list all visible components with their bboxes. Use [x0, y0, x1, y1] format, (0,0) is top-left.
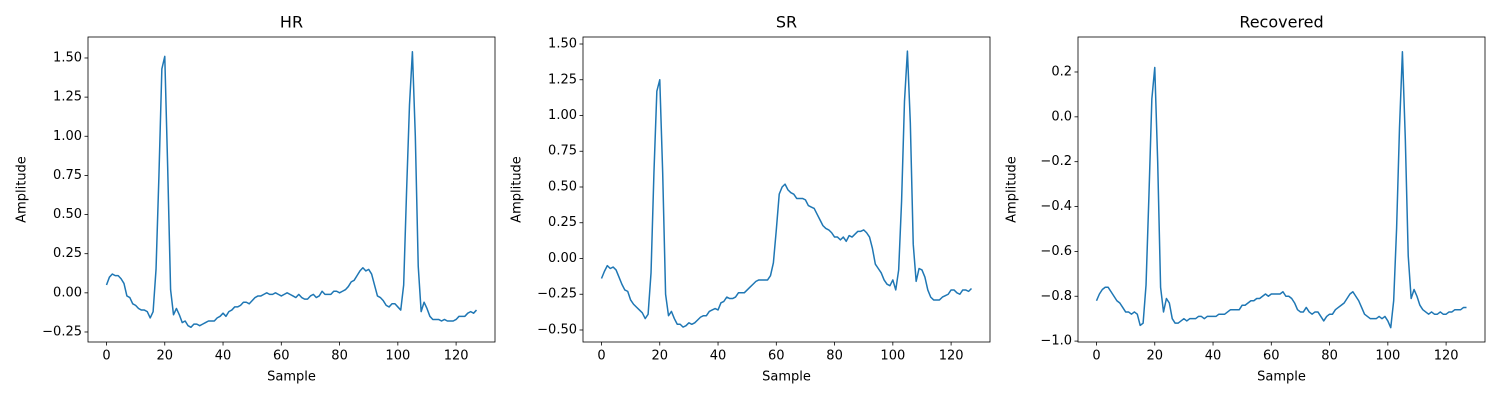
x-tick-label: 80 [1321, 349, 1338, 364]
y-tick-label: 0.00 [548, 251, 577, 266]
y-tick-label: 0.00 [53, 285, 82, 300]
y-tick-label: 0.2 [1051, 64, 1072, 79]
x-tick-label: 40 [1205, 349, 1222, 364]
x-tick-label: 20 [651, 349, 668, 364]
axes-frame [87, 36, 496, 343]
y-tick-label: 0.25 [53, 246, 82, 261]
y-tick-label: 0.0 [1051, 109, 1072, 124]
chart-title: SR [776, 13, 797, 32]
y-axis-label: Amplitude [1005, 156, 1020, 223]
axes-frame [1077, 36, 1486, 343]
x-tick-label: 100 [385, 349, 410, 364]
x-tick-label: 80 [826, 349, 843, 364]
y-tick-label: −0.4 [1040, 199, 1072, 214]
x-axis-label: Sample [1257, 370, 1306, 385]
y-axis-label: Amplitude [15, 156, 30, 223]
y-tick-label: 0.25 [548, 215, 577, 230]
x-tick-label: 0 [597, 349, 605, 364]
y-tick-label: −0.25 [537, 287, 577, 302]
data-line [600, 50, 973, 328]
x-tick-label: 40 [710, 349, 727, 364]
x-tick-label: 120 [1434, 349, 1459, 364]
y-tick-label: 0.75 [548, 144, 577, 159]
y-tick-label: 0.75 [53, 168, 82, 183]
y-tick-label: 1.00 [548, 108, 577, 123]
x-axis-label: Sample [267, 370, 316, 385]
y-tick-label: −0.2 [1040, 154, 1072, 169]
x-tick-label: 60 [768, 349, 785, 364]
y-tick-label: −0.8 [1040, 289, 1072, 304]
x-tick-label: 20 [1146, 349, 1163, 364]
data-line [105, 50, 478, 329]
chart-title: HR [280, 13, 303, 32]
x-tick-label: 60 [1263, 349, 1280, 364]
x-tick-label: 120 [939, 349, 964, 364]
chart-title: Recovered [1239, 13, 1323, 32]
axes-frame [582, 36, 991, 343]
x-tick-label: 0 [1092, 349, 1100, 364]
y-tick-label: −0.50 [537, 322, 577, 337]
x-tick-label: 0 [102, 349, 110, 364]
x-tick-label: 80 [331, 349, 348, 364]
x-axis-label: Sample [762, 370, 811, 385]
x-tick-label: 40 [215, 349, 232, 364]
y-tick-label: 0.50 [53, 207, 82, 222]
data-line [1095, 51, 1467, 329]
y-tick-label: 0.50 [548, 179, 577, 194]
x-tick-label: 100 [880, 349, 905, 364]
y-tick-label: −1.0 [1040, 334, 1072, 349]
y-tick-label: −0.6 [1040, 244, 1072, 259]
y-axis-label: Amplitude [510, 156, 525, 223]
y-tick-label: 1.50 [548, 37, 577, 52]
y-tick-label: 1.50 [53, 50, 82, 65]
x-tick-label: 100 [1375, 349, 1400, 364]
x-tick-label: 120 [444, 349, 469, 364]
y-tick-label: 1.00 [53, 129, 82, 144]
y-tick-label: 1.25 [548, 72, 577, 87]
x-tick-label: 60 [273, 349, 290, 364]
y-tick-label: 1.25 [53, 90, 82, 105]
y-tick-label: −0.25 [42, 324, 82, 339]
x-tick-label: 20 [156, 349, 173, 364]
